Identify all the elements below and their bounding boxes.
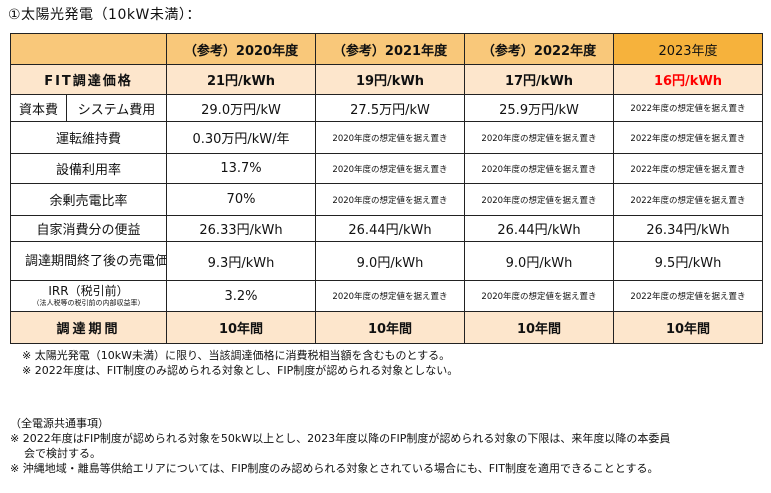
table-cell: 2020年度の想定値を据え置き [464, 121, 614, 154]
column-header-2023: 2023年度 [613, 33, 763, 65]
table-row: 運転維持費 0.30万円/kW/年 2020年度の想定値を据え置き 2020年度… [10, 121, 763, 154]
table-cell: 10年間 [613, 311, 763, 344]
table-cell: 26.44円/kWh [464, 215, 614, 242]
table-row: 自家消費分の便益 26.33円/kWh 26.44円/kWh 26.44円/kW… [10, 215, 763, 242]
table-cell: 2020年度の想定値を据え置き [464, 153, 614, 184]
note-item: ※ 沖縄地域・離島等供給エリアについては、FIP制度のみ認められる対象とされてい… [10, 462, 659, 475]
procurement-period-row: 調達期間 10年間 10年間 10年間 10年間 [10, 311, 763, 344]
table-cell: 26.44円/kWh [315, 215, 465, 242]
table-row: 設備利用率 13.7% 2020年度の想定値を据え置き 2020年度の想定値を据… [10, 153, 763, 184]
row-label: 調達期間終了後の売電価格 [10, 241, 167, 281]
table-row: 調達期間終了後の売電価格 9.3円/kWh 9.0円/kWh 9.0円/kWh … [10, 241, 763, 281]
row-group-capital: 資本費 [10, 94, 67, 122]
note-item: ※ 2022年度はFIP制度が認められる対象を50kW以上とし、2023年度以降… [10, 432, 671, 445]
table-cell: 9.0円/kWh [464, 241, 614, 281]
table-cell: 13.7% [166, 153, 316, 184]
table-cell: 70% [166, 183, 316, 216]
table-cell: 9.3円/kWh [166, 241, 316, 281]
table-cell: 2022年度の想定値を据え置き [613, 94, 763, 122]
table-cell: 2022年度の想定値を据え置き [613, 121, 763, 154]
table-cell: 19円/kWh [315, 64, 465, 95]
table-cell: 9.0円/kWh [315, 241, 465, 281]
table-cell: 2020年度の想定値を据え置き [315, 153, 465, 184]
column-header-2022: （参考）2022年度 [464, 33, 614, 65]
fit-price-row: FIT調達価格 21円/kWh 19円/kWh 17円/kWh 16円/kWh [10, 64, 763, 95]
row-label: 余剰売電比率 [10, 183, 167, 216]
table-cell: 2022年度の想定値を据え置き [613, 183, 763, 216]
row-label: 設備利用率 [10, 153, 167, 184]
table-cell: 2020年度の想定値を据え置き [315, 280, 465, 312]
note-item-continuation: 会で検討する。 [24, 447, 101, 460]
note-item: ※ 太陽光発電（10kW未満）に限り、当該調達価格に消費税相当額を含むものとする… [22, 349, 451, 362]
table-cell: 9.5円/kWh [613, 241, 763, 281]
row-label: 自家消費分の便益 [10, 215, 167, 242]
table-row: 資本費 システム費用 29.0万円/kW 27.5万円/kW 25.9万円/kW… [10, 94, 763, 122]
table-cell: 2020年度の想定値を据え置き [315, 121, 465, 154]
column-header-2020: （参考）2020年度 [166, 33, 316, 65]
table-cell: 2022年度の想定値を据え置き [613, 280, 763, 312]
table-cell: 17円/kWh [464, 64, 614, 95]
table-cell: 25.9万円/kW [464, 94, 614, 122]
table-cell: 2020年度の想定値を据え置き [464, 183, 614, 216]
table-row: 余剰売電比率 70% 2020年度の想定値を据え置き 2020年度の想定値を据え… [10, 183, 763, 216]
row-label: システム費用 [66, 94, 167, 122]
common-notes-title: （全電源共通事項） [10, 417, 109, 430]
row-label-irr: IRR（税引前） （法人税等の税引前の内部収益率） [10, 280, 167, 312]
table-notes: ※ 太陽光発電（10kW未満）に限り、当該調達価格に消費税相当額を含むものとする… [22, 348, 458, 378]
column-header-2021: （参考）2021年度 [315, 33, 465, 65]
table-cell: 2022年度の想定値を据え置き [613, 153, 763, 184]
irr-sublabel: （法人税等の税引前の内部収益率） [32, 299, 145, 307]
row-label-fit-price: FIT調達価格 [10, 64, 167, 95]
table-cell: 29.0万円/kW [166, 94, 316, 122]
table-row: IRR（税引前） （法人税等の税引前の内部収益率） 3.2% 2020年度の想定… [10, 280, 763, 312]
table-cell-2023-price: 16円/kWh [613, 64, 763, 95]
header-corner-cell [10, 33, 167, 65]
table-cell: 3.2% [166, 280, 316, 312]
table-cell: 21円/kWh [166, 64, 316, 95]
irr-label: IRR（税引前） [48, 284, 129, 298]
table-cell: 0.30万円/kW/年 [166, 121, 316, 154]
table-cell: 10年間 [166, 311, 316, 344]
common-notes: （全電源共通事項） ※ 2022年度はFIP制度が認められる対象を50kW以上と… [10, 416, 670, 476]
table-cell: 26.34円/kWh [613, 215, 763, 242]
table-cell: 2020年度の想定値を据え置き [315, 183, 465, 216]
table-cell: 2020年度の想定値を据え置き [464, 280, 614, 312]
row-label: 運転維持費 [10, 121, 167, 154]
note-item: ※ 2022年度は、FIT制度のみ認められる対象とし、FIP制度が認められる対象… [22, 364, 459, 377]
section-heading: ①太陽光発電（10kW未満）： [8, 7, 201, 23]
table-cell: 27.5万円/kW [315, 94, 465, 122]
table-header-row: （参考）2020年度 （参考）2021年度 （参考）2022年度 2023年度 [10, 33, 763, 65]
table-cell: 10年間 [315, 311, 465, 344]
fit-price-table: （参考）2020年度 （参考）2021年度 （参考）2022年度 2023年度 … [10, 33, 763, 344]
table-cell: 10年間 [464, 311, 614, 344]
row-label-period: 調達期間 [10, 311, 167, 344]
table-cell: 26.33円/kWh [166, 215, 316, 242]
